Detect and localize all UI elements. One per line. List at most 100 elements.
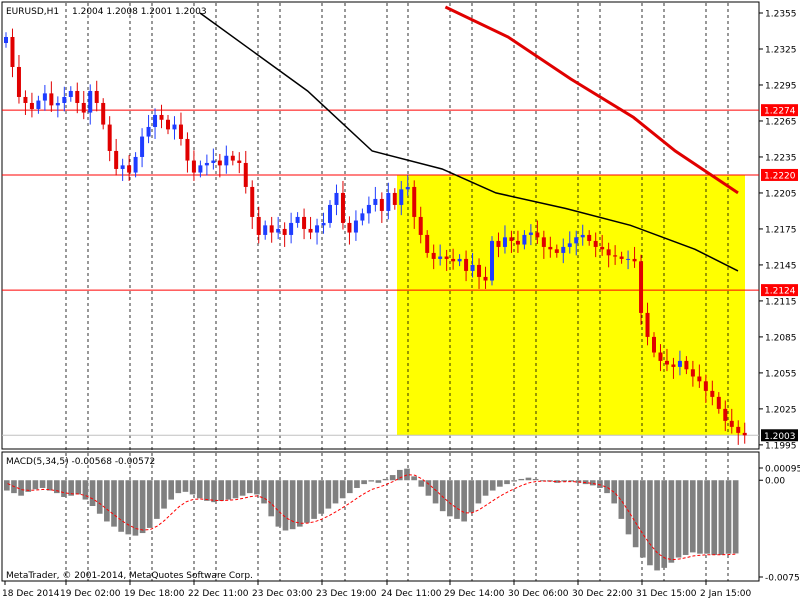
macd-bar xyxy=(289,480,296,530)
candle-body xyxy=(256,216,261,235)
macd-bar xyxy=(18,480,24,496)
candle-body xyxy=(36,100,41,109)
candle-body xyxy=(68,90,73,97)
macd-bar xyxy=(411,476,417,481)
time-label: 19 Dec 18:00 xyxy=(124,589,185,599)
candle-body xyxy=(483,276,488,281)
candle-body xyxy=(289,222,294,235)
candle-body xyxy=(282,228,287,235)
candle-body xyxy=(107,124,112,151)
candle-body xyxy=(217,160,222,166)
macd-bar xyxy=(46,480,53,491)
macd-tick-label: 0.00095 xyxy=(765,465,800,475)
time-label: 19 Dec 02:00 xyxy=(60,589,121,599)
macd-bar xyxy=(218,480,225,501)
macd-bar xyxy=(246,480,253,494)
candle-body xyxy=(567,243,572,247)
macd-bar xyxy=(604,480,610,494)
macd-bar xyxy=(175,480,182,494)
macd-bar xyxy=(132,480,139,536)
candle-body xyxy=(502,237,507,247)
macd-bar xyxy=(489,480,496,491)
ma-slow-line xyxy=(444,5,739,195)
time-label: 24 Dec 11:00 xyxy=(381,589,442,599)
candle-body xyxy=(55,102,60,106)
macd-bar xyxy=(447,480,453,517)
macd-bar xyxy=(482,480,489,496)
time-label: 18 Dec 2014 xyxy=(2,589,60,599)
candle-body xyxy=(302,216,307,229)
level-tag-label: 1.2124 xyxy=(764,287,796,297)
macd-bar xyxy=(589,480,596,486)
macd-bar xyxy=(346,480,353,494)
macd-bar xyxy=(168,480,174,500)
candle-body xyxy=(431,252,436,259)
candle-body xyxy=(101,102,106,125)
macd-bar xyxy=(504,480,510,485)
candle-body xyxy=(379,198,384,211)
candle-body xyxy=(243,162,248,187)
candle-body xyxy=(386,192,391,211)
candle-body xyxy=(366,204,371,214)
candle-body xyxy=(580,234,585,238)
macd-bar xyxy=(161,480,167,509)
macd-bar xyxy=(154,480,160,519)
macd-bar xyxy=(718,480,725,555)
macd-bar xyxy=(225,480,232,500)
candle-body xyxy=(658,352,663,361)
macd-bar xyxy=(439,480,446,512)
candle-body xyxy=(159,114,164,120)
candle-body xyxy=(742,432,747,436)
candle-body xyxy=(664,360,669,365)
candle-body xyxy=(515,240,520,245)
macd-bar xyxy=(511,480,517,482)
macd-bar xyxy=(682,480,689,555)
macd-bar xyxy=(404,468,410,481)
macd-bar xyxy=(432,480,439,504)
candle-body xyxy=(684,360,689,370)
macd-bar xyxy=(561,480,568,482)
candle-body xyxy=(690,369,695,377)
macd-bar xyxy=(668,480,675,563)
macd-bar xyxy=(261,480,267,504)
macd-bar xyxy=(554,480,560,483)
candle-body xyxy=(360,213,365,221)
macd-bar xyxy=(704,480,710,554)
candle-body xyxy=(224,155,229,166)
candle-body xyxy=(276,228,281,233)
price-tick-label: 1.2235 xyxy=(765,153,797,163)
candle-body xyxy=(315,225,320,233)
macd-bar xyxy=(454,480,460,519)
candle-body xyxy=(172,124,177,130)
candles-layer xyxy=(4,28,747,445)
macd-pane-frame xyxy=(1,451,760,582)
macd-bar xyxy=(32,480,39,490)
macd-bar xyxy=(125,480,132,535)
macd-bar xyxy=(96,480,103,514)
candle-body xyxy=(347,222,352,233)
price-tick-label: 1.2295 xyxy=(765,81,797,91)
macd-bar xyxy=(389,475,396,481)
macd-bar xyxy=(361,480,367,485)
time-axis: 18 Dec 2014 19 Dec 02:00 19 Dec 18:00 22 De… xyxy=(2,581,752,599)
candle-body xyxy=(75,90,80,103)
macd-bar xyxy=(318,480,325,514)
candle-body xyxy=(541,237,546,247)
candle-body xyxy=(321,222,326,226)
level-tag xyxy=(761,168,798,181)
macd-bar xyxy=(618,480,625,519)
moving-averages xyxy=(199,5,739,272)
macd-bar xyxy=(325,480,332,509)
candle-body xyxy=(49,93,54,106)
price-tick-label: 1.2205 xyxy=(765,189,797,199)
macd-tick-label: 0.00 xyxy=(765,477,785,487)
candle-body xyxy=(477,264,482,277)
macd-bar xyxy=(54,480,60,494)
candle-body xyxy=(470,264,475,271)
candle-body xyxy=(697,376,702,382)
candle-body xyxy=(146,126,151,137)
candle-body xyxy=(528,232,533,235)
macd-bar xyxy=(625,480,632,535)
